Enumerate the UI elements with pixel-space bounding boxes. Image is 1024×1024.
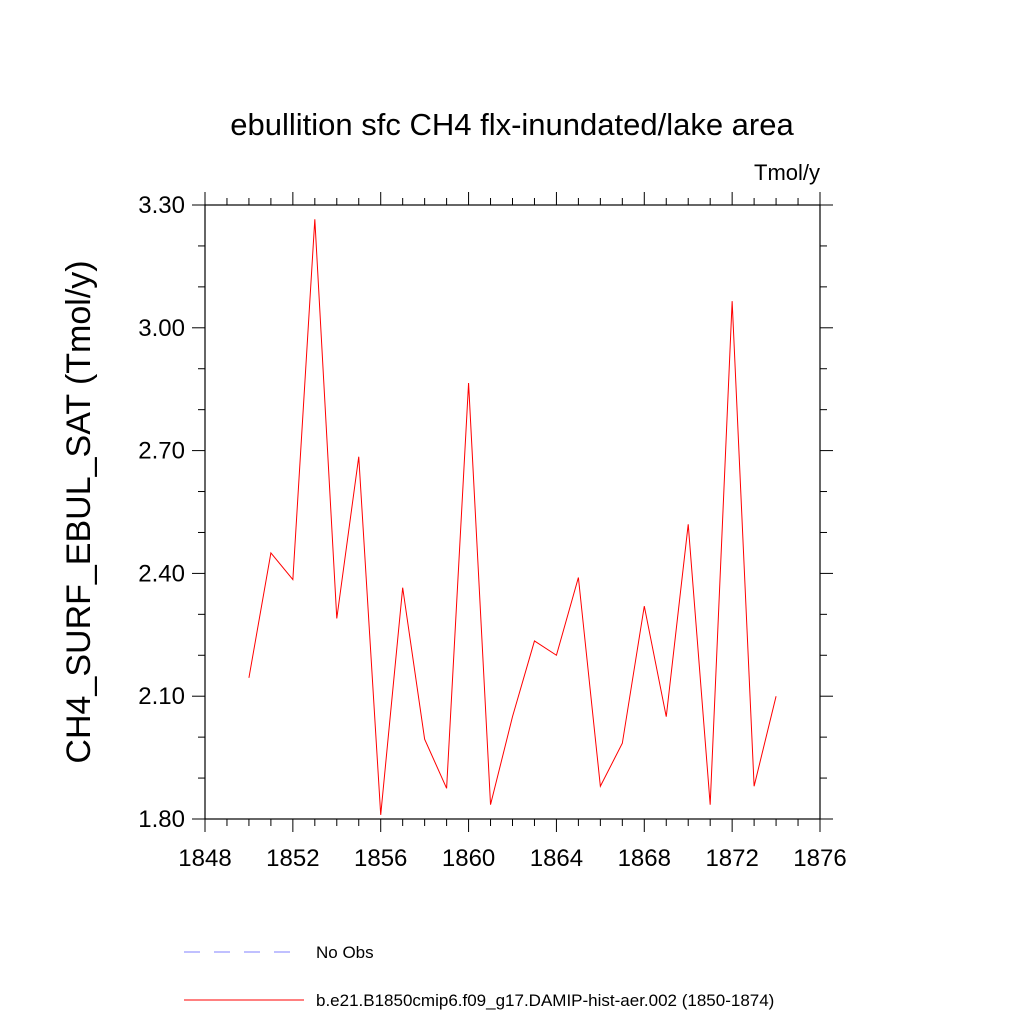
x-tick-label: 1876 <box>793 845 846 872</box>
units-label: Tmol/y <box>754 160 820 185</box>
y-tick-label: 2.10 <box>138 683 185 710</box>
x-tick-label: 1868 <box>618 845 671 872</box>
chart-title: ebullition sfc CH4 flx-inundated/lake ar… <box>230 107 794 142</box>
y-tick-label: 3.30 <box>138 192 185 219</box>
axis-ticks <box>192 192 833 832</box>
x-tick-label: 1860 <box>442 845 495 872</box>
x-tick-label: 1848 <box>178 845 231 872</box>
legend: No Obs b.e21.B1850cmip6.f09_g17.DAMIP-his… <box>184 943 774 1010</box>
y-tick-label: 3.00 <box>138 315 185 342</box>
x-tick-label: 1872 <box>705 845 758 872</box>
y-tick-label: 2.40 <box>138 560 185 587</box>
legend-label: No Obs <box>316 943 374 962</box>
series-layer <box>248 219 777 815</box>
legend-label: b.e21.B1850cmip6.f09_g17.DAMIP-hist-aer.… <box>316 991 774 1010</box>
y-tick-label: 2.70 <box>138 438 185 465</box>
y-tick-label: 1.80 <box>138 806 185 833</box>
x-tick-label: 1864 <box>530 845 583 872</box>
y-axis-label: CH4_SURF_EBUL_SAT (Tmol/y) <box>60 260 98 763</box>
x-tick-label: 1852 <box>266 845 319 872</box>
x-tick-label: 1856 <box>354 845 407 872</box>
series-line <box>248 219 777 815</box>
axis-tick-labels: 1848 1852 1856 1860 1864 1868 1872 1876 1.80 2.10… <box>138 192 846 872</box>
